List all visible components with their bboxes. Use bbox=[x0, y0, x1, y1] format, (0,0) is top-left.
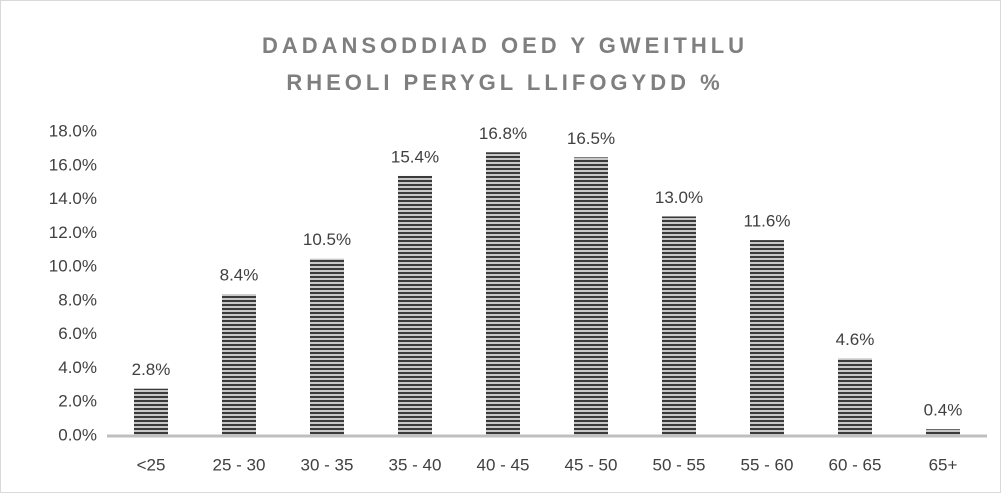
x-tick-label: 50 - 55 bbox=[653, 455, 706, 474]
bar bbox=[134, 388, 168, 436]
y-tick-label: 6.0% bbox=[58, 324, 97, 343]
data-label: 2.8% bbox=[132, 360, 171, 379]
data-label: 15.4% bbox=[391, 147, 439, 166]
y-tick-label: 14.0% bbox=[49, 189, 97, 208]
data-label: 10.5% bbox=[303, 230, 351, 249]
chart-title: DADANSODDIAD OED Y GWEITHLU bbox=[262, 33, 748, 58]
x-tick-label: 45 - 50 bbox=[565, 455, 618, 474]
bar bbox=[750, 240, 784, 436]
bar bbox=[398, 175, 432, 436]
bar bbox=[222, 294, 256, 436]
x-tick-label: 55 - 60 bbox=[741, 455, 794, 474]
y-tick-label: 8.0% bbox=[58, 290, 97, 309]
bar bbox=[486, 152, 520, 436]
data-label: 8.4% bbox=[220, 266, 259, 285]
bar bbox=[662, 216, 696, 436]
x-tick-label: 65+ bbox=[929, 455, 958, 474]
x-tick-label: 40 - 45 bbox=[477, 455, 530, 474]
y-tick-label: 0.0% bbox=[58, 425, 97, 444]
y-tick-label: 16.0% bbox=[49, 155, 97, 174]
bar bbox=[838, 358, 872, 436]
bar bbox=[310, 258, 344, 436]
x-tick-label: 25 - 30 bbox=[213, 455, 266, 474]
y-tick-label: 10.0% bbox=[49, 257, 97, 276]
data-label: 0.4% bbox=[924, 401, 963, 420]
data-label: 11.6% bbox=[744, 212, 791, 231]
x-tick-label: 60 - 65 bbox=[829, 455, 882, 474]
x-tick-label: <25 bbox=[137, 455, 166, 474]
y-tick-label: 2.0% bbox=[58, 392, 97, 411]
y-tick-label: 18.0% bbox=[49, 121, 97, 140]
data-label: 13.0% bbox=[655, 188, 703, 207]
y-tick-label: 4.0% bbox=[58, 358, 97, 377]
bar bbox=[574, 157, 608, 437]
x-tick-label: 35 - 40 bbox=[389, 455, 442, 474]
x-tick-label: 30 - 35 bbox=[301, 455, 354, 474]
chart-title: RHEOLI PERYGL LLIFOGYDD % bbox=[286, 70, 723, 95]
data-label: 16.5% bbox=[567, 129, 615, 148]
bar bbox=[926, 429, 960, 436]
data-label: 4.6% bbox=[836, 330, 875, 349]
data-label: 16.8% bbox=[479, 124, 527, 143]
y-tick-label: 12.0% bbox=[49, 223, 97, 242]
